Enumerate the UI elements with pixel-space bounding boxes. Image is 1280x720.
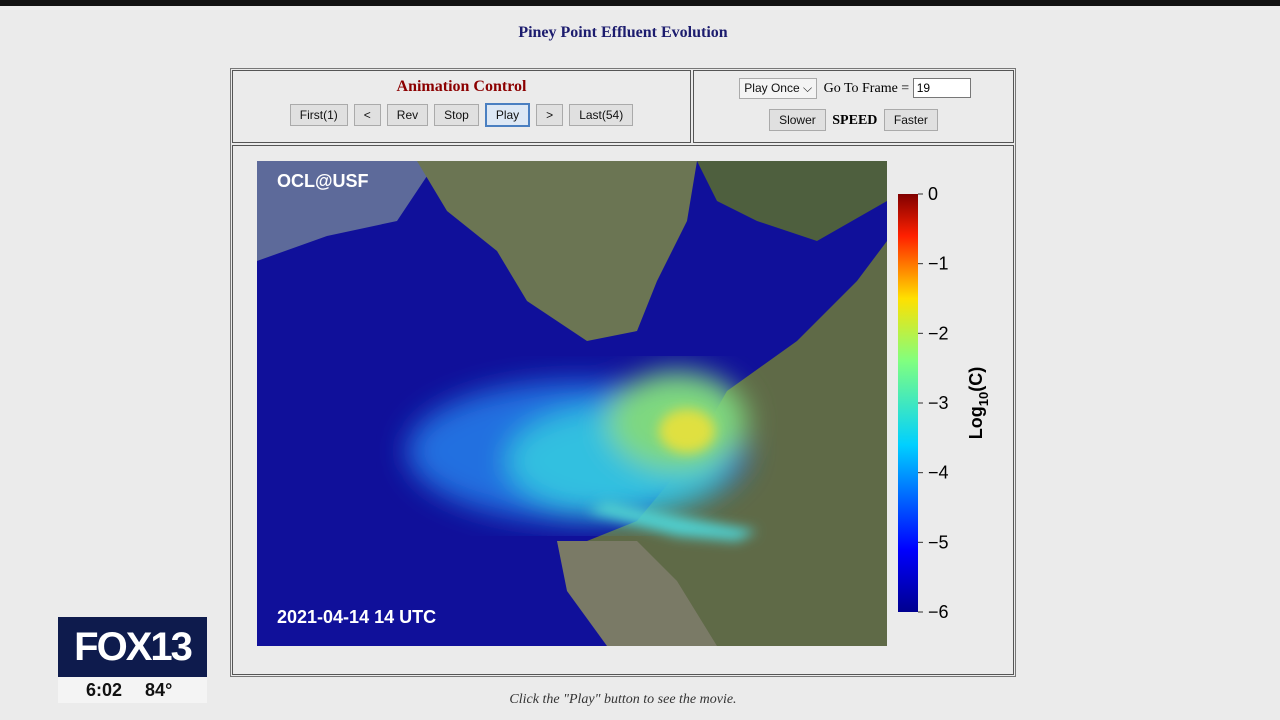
colorbar-tick-label: −1 <box>928 254 949 274</box>
control-button[interactable]: Rev <box>386 104 429 126</box>
colorbar-tick-label: −6 <box>928 602 949 622</box>
image-cell <box>232 145 1014 675</box>
frame-input[interactable]: 19 <box>912 78 971 98</box>
label-base: Log <box>966 406 986 439</box>
colorbar-label: Log10(C) <box>966 367 991 439</box>
frame-control: Play Once ⌵ Go To Frame = 19 Slower SPEE… <box>693 70 1014 143</box>
speed-label: SPEED <box>832 113 878 128</box>
label-subscript: 10 <box>976 392 991 406</box>
station-logo: FOX13 <box>58 617 207 677</box>
control-button[interactable]: First(1) <box>289 104 348 126</box>
faster-button[interactable]: Faster <box>883 109 938 131</box>
image-credit: OCL@USF <box>277 171 369 191</box>
footer-note: Click the "Play" button to see the movie… <box>509 692 737 707</box>
colorbar: Log10(C) 0 −1 −2 −3 −4 −5 −6 <box>898 184 991 622</box>
mode-text: Play Once <box>744 81 800 95</box>
colorbar-tick-label: −4 <box>928 463 949 483</box>
colorbar-tick-label: −3 <box>928 393 949 413</box>
temperature: 84° <box>145 680 173 700</box>
colorbar-tick-label: −2 <box>928 323 949 343</box>
control-heading: Animation Control <box>396 78 527 95</box>
map-image: OCL@USF 2021-04-14 14 UTC <box>257 161 887 646</box>
control-button[interactable]: Play <box>484 103 531 127</box>
control-button[interactable]: Stop <box>434 104 479 126</box>
control-button[interactable]: Last(54) <box>569 104 634 126</box>
animation-control: Animation Control First(1) < Rev Stop Play > L… <box>232 70 691 143</box>
page-title: Piney Point Effluent Evolution <box>518 24 728 41</box>
label-argument: (C) <box>966 367 986 392</box>
top-bar <box>0 0 1280 6</box>
button-row: First(1) < Rev Stop Play > Last(54) <box>233 103 690 127</box>
colorbar-tick-label: −5 <box>928 532 949 552</box>
colorbar-tick-label: 0 <box>928 184 938 204</box>
mode-select[interactable]: Play Once ⌵ <box>739 78 818 99</box>
broadcast-info: 6:02 84° <box>58 677 207 703</box>
image-timestamp: 2021-04-14 14 UTC <box>277 607 436 627</box>
control-button[interactable]: < <box>353 104 381 126</box>
control-button[interactable]: > <box>536 104 564 126</box>
outer-frame <box>230 68 1016 677</box>
slower-button[interactable]: Slower <box>769 109 826 131</box>
goto-label: Go To Frame = <box>823 81 910 96</box>
time: 6:02 <box>86 680 123 700</box>
